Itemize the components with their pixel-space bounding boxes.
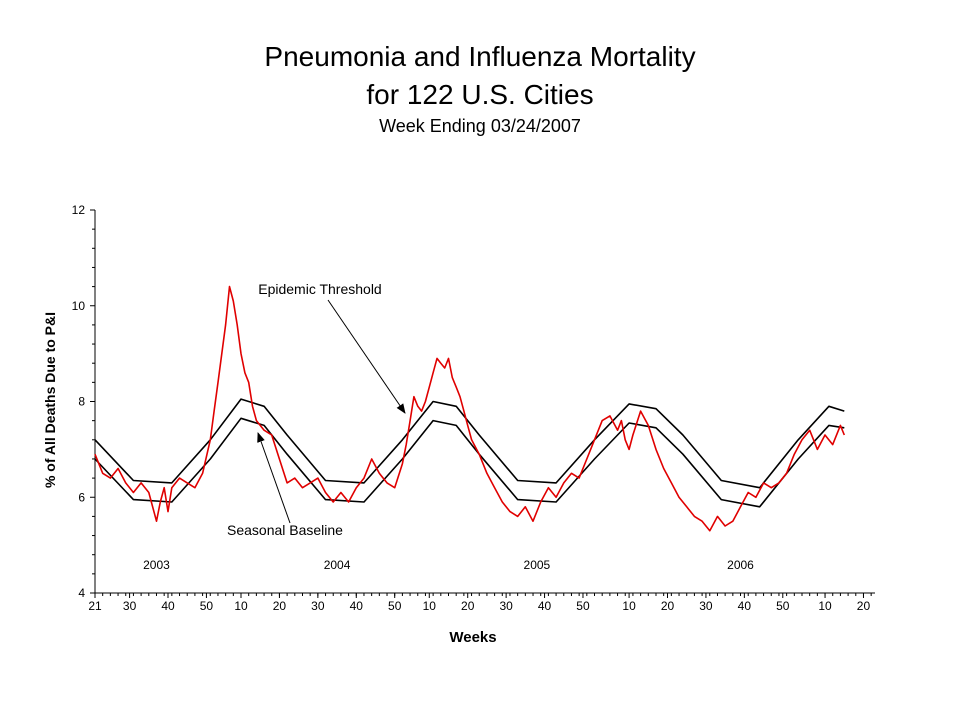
- axes: 4 6 8 10 12 21 30 40 50 10 20 30 40 50 10 20 30 40 50 10 20 3…: [72, 203, 875, 613]
- y-tick-label: 6: [78, 490, 85, 504]
- x-tick-label: 50: [776, 599, 790, 613]
- y-tick-label: 12: [72, 203, 86, 217]
- y-tick-label: 8: [78, 395, 85, 409]
- x-tick-label: 50: [200, 599, 214, 613]
- chart-title: Pneumonia and Influenza Mortality: [264, 41, 696, 72]
- x-tick-label: 50: [388, 599, 402, 613]
- x-tick-label: 20: [461, 599, 475, 613]
- year-label: 2004: [324, 558, 351, 572]
- annotation-arrow: [257, 432, 291, 524]
- x-tick-label: 40: [538, 599, 552, 613]
- x-tick-label: 40: [738, 599, 752, 613]
- x-tick-label: 10: [818, 599, 832, 613]
- x-tick-label: 10: [423, 599, 437, 613]
- chart-title-line2: for 122 U.S. Cities: [366, 79, 594, 110]
- x-axis-label: Weeks: [449, 629, 496, 646]
- x-tick-label: 40: [350, 599, 364, 613]
- chart-titles: Pneumonia and Influenza Mortality for 12…: [0, 38, 960, 138]
- x-tick-label: 30: [699, 599, 713, 613]
- x-tick-label: 10: [234, 599, 248, 613]
- x-tick-label: 20: [273, 599, 287, 613]
- x-tick-label: 10: [622, 599, 636, 613]
- x-tick-label: 21: [88, 599, 102, 613]
- chart-subtitle: Week Ending 03/24/2007: [379, 116, 581, 136]
- y-tick-label: 10: [72, 299, 86, 313]
- x-tick-label: 30: [499, 599, 513, 613]
- year-label: 2003: [143, 558, 170, 572]
- year-label: 2006: [727, 558, 754, 572]
- series-p-i-mortality: [94, 285, 846, 532]
- x-tick-label: 50: [576, 599, 590, 613]
- year-label: 2005: [524, 558, 551, 572]
- labels-layer: 2003 2004 2005 2006 Epidemic Threshold Season…: [143, 281, 754, 572]
- x-tick-label: 20: [857, 599, 871, 613]
- annotation-label: Seasonal Baseline: [227, 522, 343, 538]
- annotation-arrow: [327, 299, 406, 414]
- series-layer: [94, 285, 846, 532]
- x-tick-label: 30: [311, 599, 325, 613]
- x-tick-label: 30: [123, 599, 137, 613]
- y-tick-label: 4: [78, 586, 85, 600]
- x-tick-label: 40: [161, 599, 175, 613]
- series-seasonal-baseline: [94, 417, 845, 508]
- x-tick-label: 20: [661, 599, 675, 613]
- series-epidemic-threshold: [94, 398, 845, 489]
- y-axis-label: % of All Deaths Due to P&I: [42, 312, 58, 488]
- annotation-label: Epidemic Threshold: [258, 281, 381, 297]
